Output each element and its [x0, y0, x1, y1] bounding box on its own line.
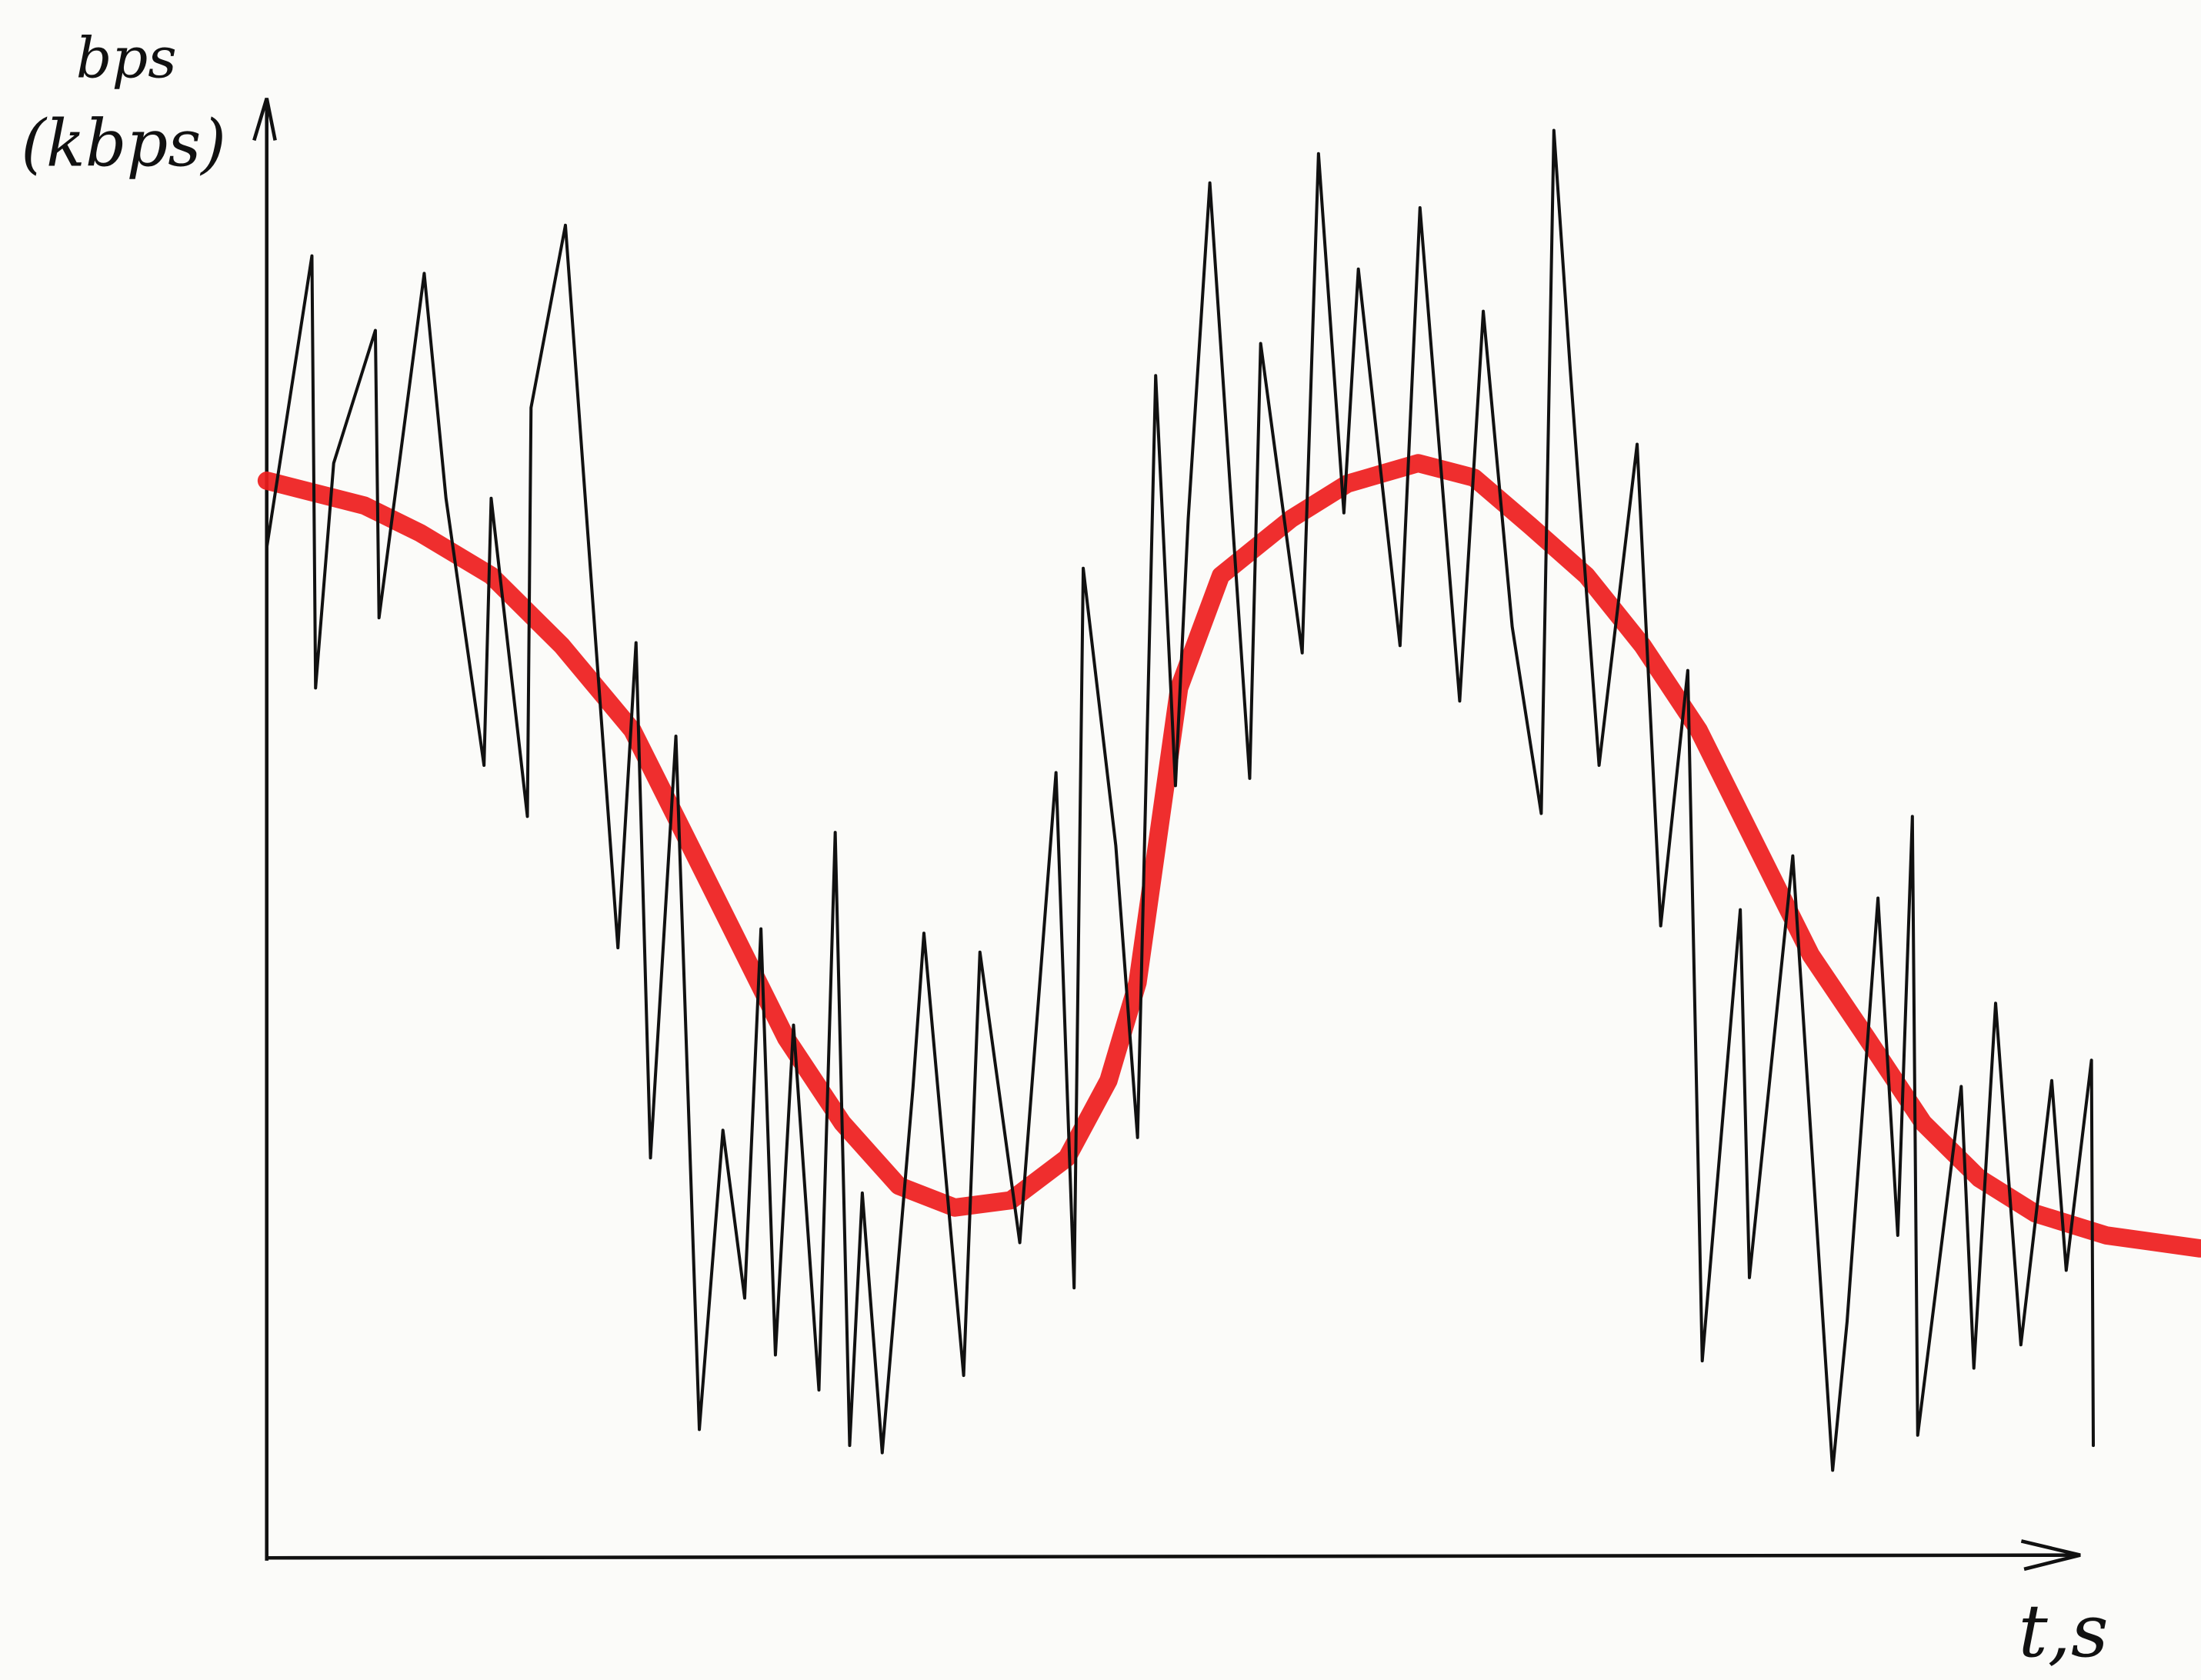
x-axis-label: t,s: [2019, 1589, 2109, 1674]
data-line: [265, 128, 2096, 1472]
y-axis-label: bps: [76, 25, 177, 91]
x-axis-arrow: [2020, 1539, 2081, 1572]
y-axis-label: (kbps): [21, 105, 226, 181]
y-axis-arrow: [252, 98, 277, 142]
x-axis: [266, 1553, 2081, 1560]
